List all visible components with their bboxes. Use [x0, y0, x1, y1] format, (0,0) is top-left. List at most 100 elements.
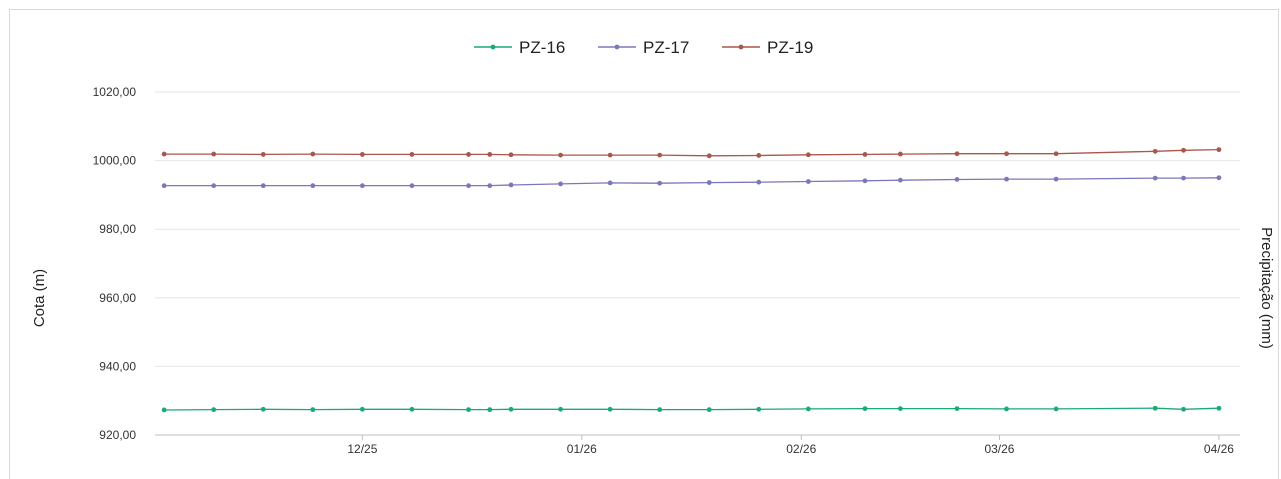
- data-point[interactable]: [211, 183, 217, 189]
- series-line: [164, 407, 1219, 411]
- data-point[interactable]: [161, 183, 167, 189]
- data-point[interactable]: [657, 152, 663, 158]
- data-point[interactable]: [954, 177, 960, 182]
- series-line: [164, 148, 1219, 157]
- data-point[interactable]: [211, 407, 217, 413]
- x-tick-label: 12/25: [347, 442, 377, 456]
- data-point[interactable]: [487, 407, 493, 413]
- data-point[interactable]: [1053, 151, 1059, 157]
- data-point[interactable]: [1216, 405, 1222, 411]
- data-point[interactable]: [161, 407, 167, 413]
- data-point[interactable]: [657, 180, 663, 186]
- data-point[interactable]: [756, 179, 762, 185]
- data-point[interactable]: [1152, 405, 1158, 411]
- data-point[interactable]: [1181, 406, 1186, 412]
- y-tick-label: 1000,00: [93, 154, 137, 168]
- x-tick-label: 02/26: [786, 442, 816, 456]
- y-tick-label: 980,00: [99, 222, 136, 236]
- data-point[interactable]: [862, 178, 868, 184]
- data-point[interactable]: [1053, 406, 1059, 412]
- x-tick-label: 01/26: [567, 442, 597, 456]
- data-point[interactable]: [466, 407, 471, 413]
- data-point[interactable]: [1181, 175, 1186, 181]
- data-point[interactable]: [466, 152, 471, 157]
- data-point[interactable]: [805, 406, 811, 412]
- x-tick-label: 03/26: [984, 442, 1014, 456]
- series-line: [164, 177, 1219, 187]
- data-point[interactable]: [805, 152, 811, 158]
- series-pz-16: [161, 405, 1222, 413]
- data-point[interactable]: [954, 406, 960, 411]
- data-point[interactable]: [897, 177, 903, 183]
- x-axis: 12/25 01/26 02/26 03/26 04/26: [155, 434, 1240, 456]
- data-point[interactable]: [706, 153, 712, 159]
- data-point[interactable]: [260, 183, 266, 189]
- legend-swatch-marker: [614, 44, 620, 50]
- data-point[interactable]: [657, 407, 663, 413]
- data-point[interactable]: [508, 406, 514, 412]
- data-point[interactable]: [897, 151, 903, 157]
- data-point[interactable]: [1004, 406, 1009, 412]
- legend-item-pz-17[interactable]: PZ-17: [598, 38, 689, 57]
- data-point[interactable]: [508, 182, 514, 188]
- data-point[interactable]: [706, 180, 712, 185]
- data-point[interactable]: [1004, 151, 1009, 157]
- y-axis-ticks: 920,00 940,00 960,00 980,00 1000,00 1020,00: [93, 85, 137, 442]
- data-point[interactable]: [954, 151, 960, 157]
- data-point[interactable]: [1152, 175, 1158, 181]
- legend-label: PZ-16: [519, 38, 565, 57]
- y-axis-right-title: Precipitação (mm): [1258, 227, 1275, 349]
- data-point[interactable]: [310, 151, 316, 157]
- series-layer: [161, 147, 1222, 413]
- data-point[interactable]: [359, 152, 365, 157]
- data-point[interactable]: [409, 183, 415, 189]
- data-point[interactable]: [607, 152, 613, 158]
- y-tick-label: 960,00: [99, 291, 136, 305]
- grid-lines: [155, 91, 1240, 436]
- x-tick-label: 04/26: [1204, 442, 1234, 456]
- data-point[interactable]: [409, 152, 415, 157]
- data-point[interactable]: [359, 406, 365, 412]
- y-tick-label: 920,00: [99, 428, 136, 442]
- data-point[interactable]: [706, 407, 712, 413]
- data-point[interactable]: [1004, 176, 1009, 182]
- data-point[interactable]: [359, 183, 365, 189]
- legend-swatch-marker: [490, 44, 496, 50]
- legend[interactable]: PZ-16 PZ-17 PZ-19: [474, 38, 813, 57]
- data-point[interactable]: [862, 406, 868, 411]
- series-pz-17: [161, 175, 1222, 189]
- data-point[interactable]: [1216, 147, 1222, 153]
- data-point[interactable]: [1181, 147, 1186, 153]
- data-point[interactable]: [508, 152, 514, 158]
- y-tick-label: 940,00: [99, 359, 136, 373]
- data-point[interactable]: [161, 151, 167, 157]
- data-point[interactable]: [897, 406, 903, 411]
- data-point[interactable]: [558, 406, 563, 412]
- data-point[interactable]: [862, 152, 868, 157]
- data-point[interactable]: [558, 181, 563, 187]
- data-point[interactable]: [260, 406, 266, 412]
- data-point[interactable]: [756, 406, 762, 412]
- legend-item-pz-16[interactable]: PZ-16: [474, 38, 565, 57]
- data-point[interactable]: [607, 406, 613, 412]
- data-point[interactable]: [409, 406, 415, 412]
- data-point[interactable]: [466, 183, 471, 189]
- data-point[interactable]: [310, 407, 316, 413]
- data-point[interactable]: [607, 180, 613, 186]
- legend-label: PZ-19: [767, 38, 813, 57]
- data-point[interactable]: [1053, 176, 1059, 182]
- data-point[interactable]: [211, 151, 217, 157]
- data-point[interactable]: [756, 153, 762, 158]
- data-point[interactable]: [260, 152, 266, 157]
- data-point[interactable]: [805, 179, 811, 184]
- y-tick-label: 1020,00: [93, 85, 137, 99]
- legend-swatch-marker: [738, 44, 744, 50]
- data-point[interactable]: [310, 183, 316, 189]
- data-point[interactable]: [487, 183, 493, 189]
- data-point[interactable]: [558, 152, 563, 158]
- data-point[interactable]: [1152, 148, 1158, 154]
- data-point[interactable]: [1216, 175, 1222, 181]
- legend-item-pz-19[interactable]: PZ-19: [722, 38, 813, 57]
- data-point[interactable]: [487, 152, 493, 157]
